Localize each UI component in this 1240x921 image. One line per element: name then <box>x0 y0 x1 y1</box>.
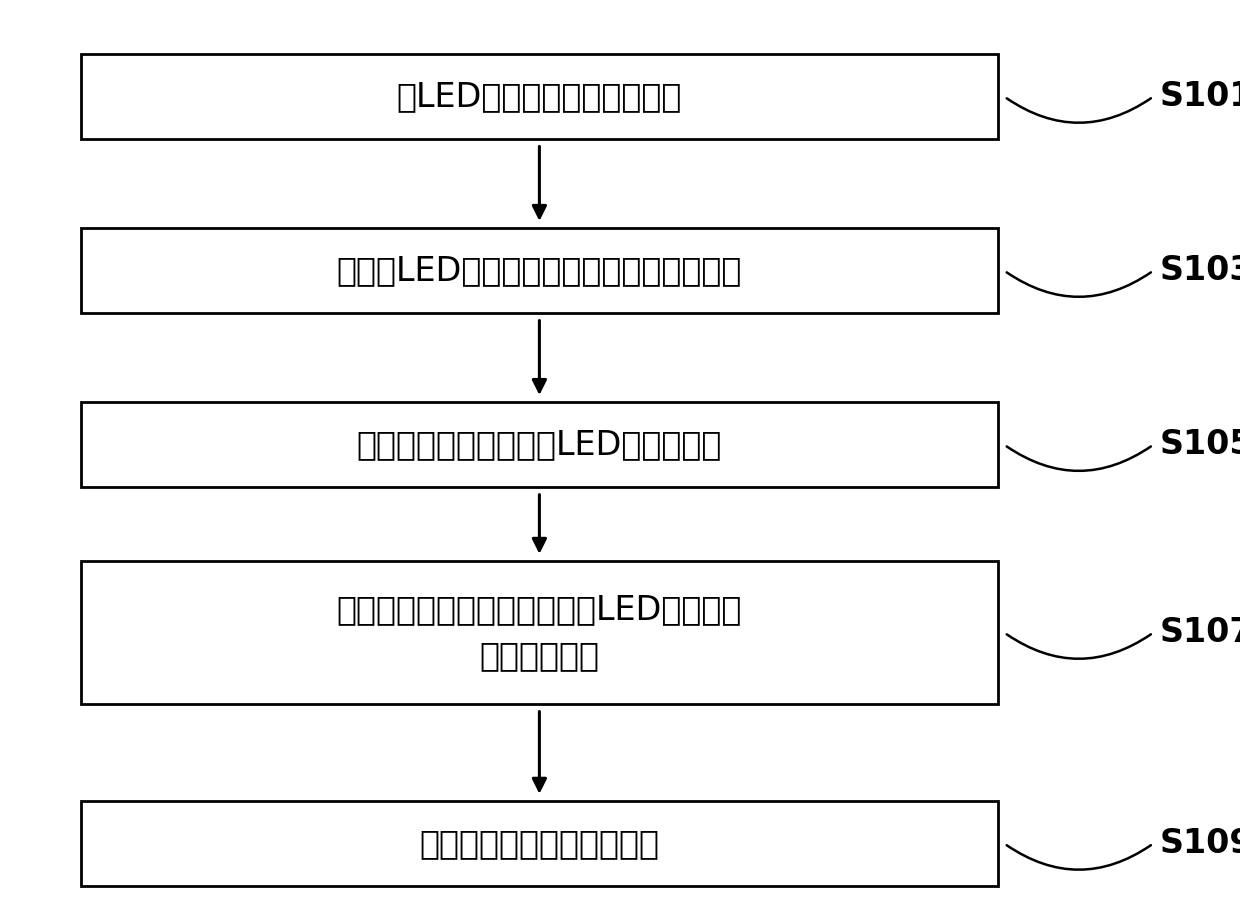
Text: 于所述透明胶膜上涂布与所述LED倒装芯片
正对的挡光层: 于所述透明胶膜上涂布与所述LED倒装芯片 正对的挡光层 <box>337 593 742 672</box>
Bar <box>81 801 998 886</box>
Text: S101: S101 <box>1159 80 1240 113</box>
Text: 将LED倒装芯片固定于载板上: 将LED倒装芯片固定于载板上 <box>397 80 682 113</box>
Bar <box>81 402 998 487</box>
Bar <box>81 562 998 704</box>
Text: S107: S107 <box>1159 616 1240 649</box>
Text: 将所述发光体贴附于背板上: 将所述发光体贴附于背板上 <box>419 827 660 860</box>
Text: S105: S105 <box>1159 428 1240 461</box>
Text: S109: S109 <box>1159 827 1240 860</box>
Text: S103: S103 <box>1159 254 1240 287</box>
Bar <box>81 228 998 313</box>
Bar <box>81 54 998 139</box>
Text: 于所述LED倒装芯片的周围点透光的粘合剂: 于所述LED倒装芯片的周围点透光的粘合剂 <box>337 254 742 287</box>
Text: 将透明胶膜贴合于所述LED倒装芯片上: 将透明胶膜贴合于所述LED倒装芯片上 <box>357 428 722 461</box>
